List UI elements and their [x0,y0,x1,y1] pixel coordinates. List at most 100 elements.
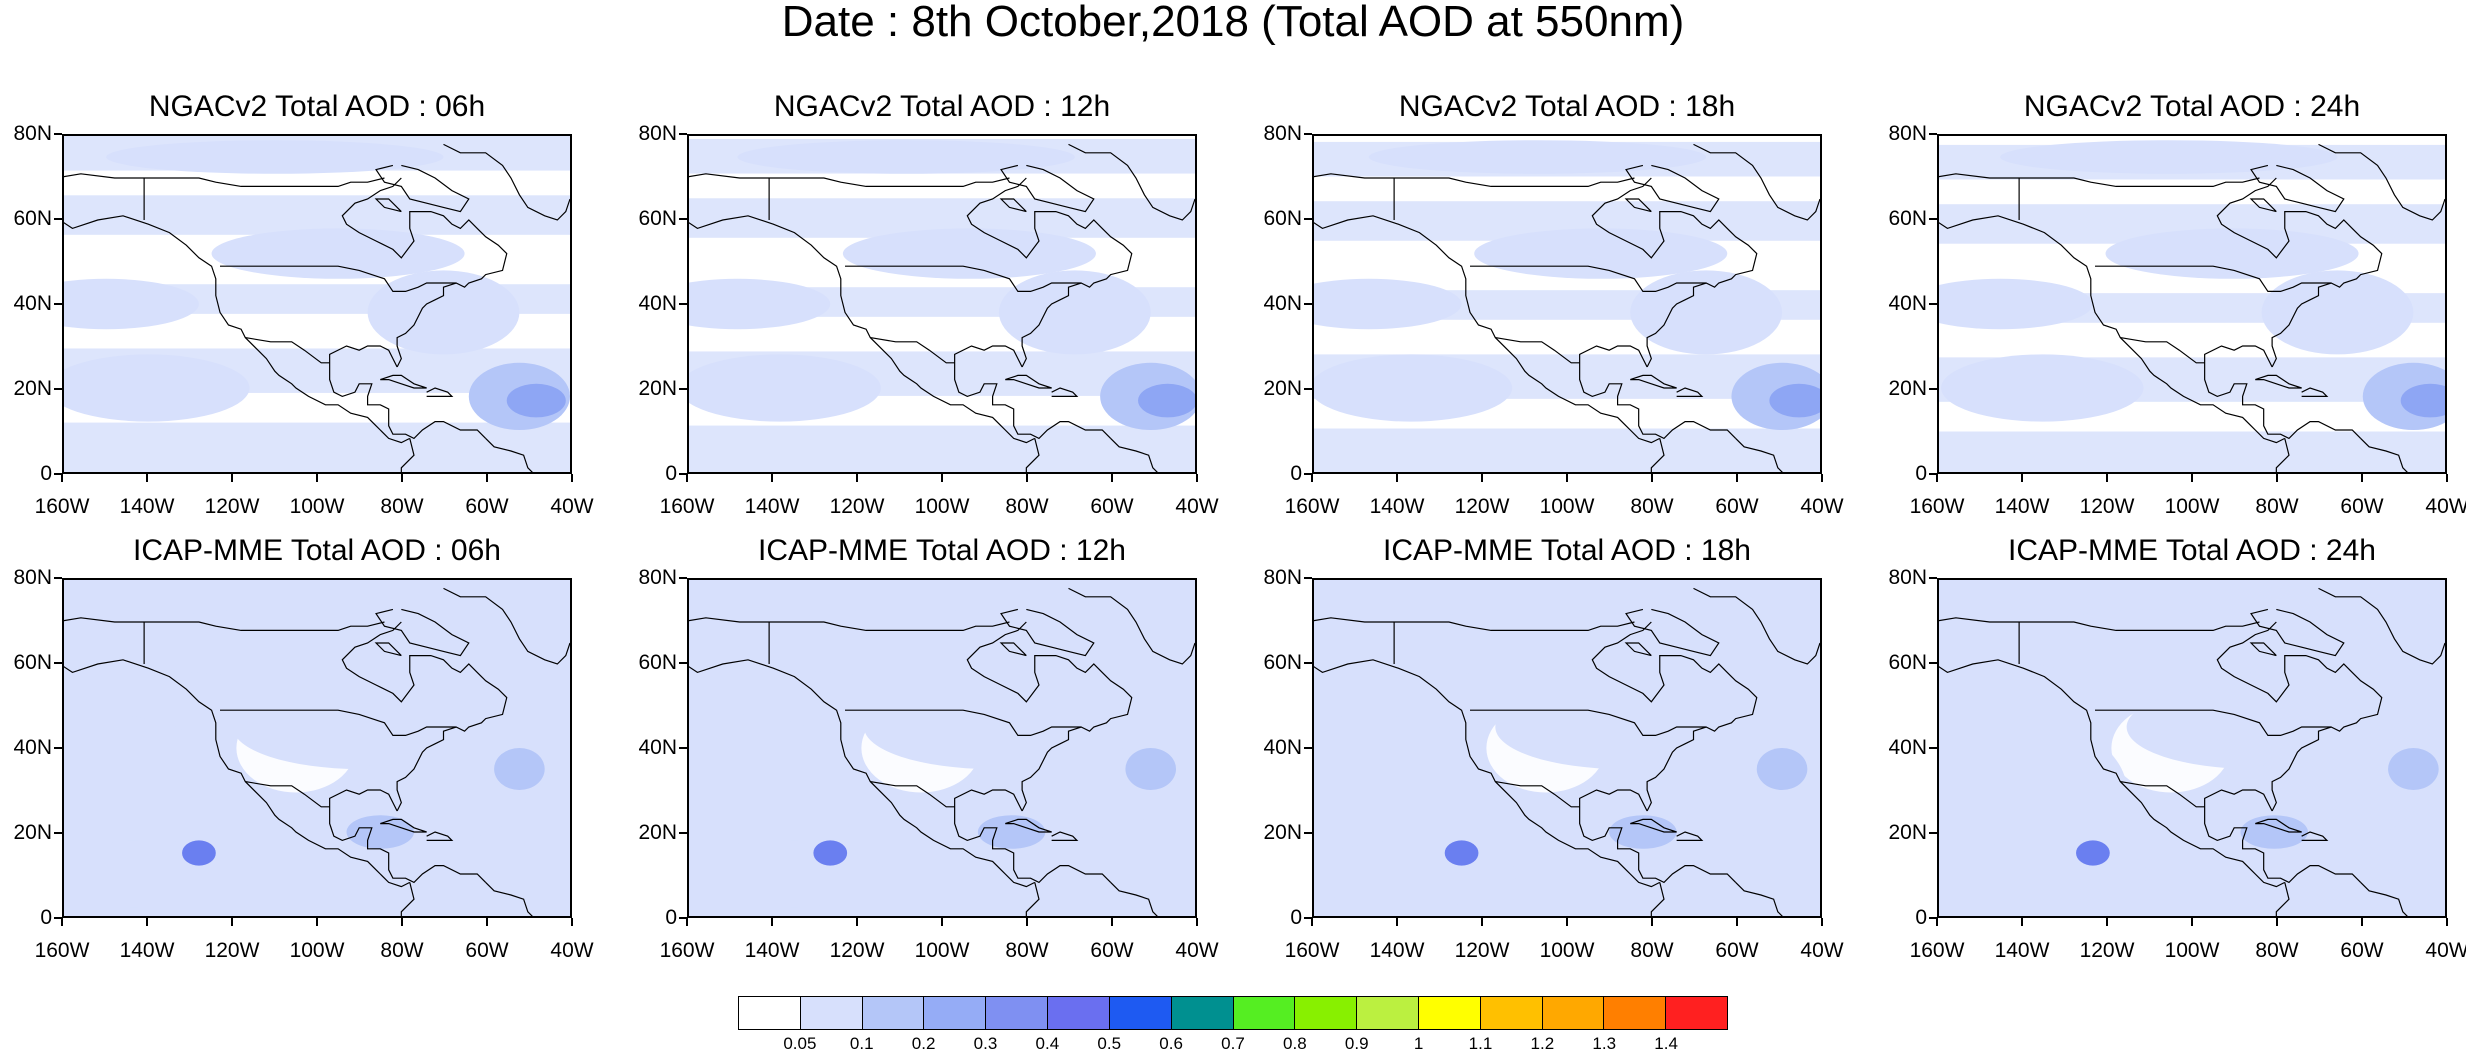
lon-tick-mark [686,918,688,926]
coastline [2249,642,2277,657]
lon-tick-mark [2021,918,2023,926]
lon-tick-label: 80W [1630,939,1674,962]
colorbar-swatch [739,997,801,1029]
lon-tick-label: 60W [465,495,509,518]
aod-plume [64,354,250,422]
colorbar-label: 0.05 [783,1034,817,1053]
coastline [2250,164,2345,213]
lat-tick-mark [54,388,62,390]
lon-tick-label: 40W [1175,495,1219,518]
aod-plume [359,739,528,841]
lat-tick-label: 40N [638,736,677,759]
lat-tick-label: 20N [1263,377,1302,400]
lon-tick-label: 160W [1909,939,1965,962]
lon-tick-label: 80W [1005,939,1049,962]
lat-tick-label: 40N [1263,736,1302,759]
lon-tick-mark [1396,918,1398,926]
colorbar-swatch [862,997,925,1029]
lon-tick-label: 100W [2164,939,2220,962]
colorbar-swatch [1048,997,1110,1029]
colorbar-label: 0.6 [1159,1034,1183,1053]
aod-map [1314,136,1820,472]
lon-tick-label: 80W [1005,495,1049,518]
lon-tick-label: 120W [204,939,260,962]
lon-tick-mark [61,474,63,482]
coastline [2249,198,2277,213]
coastline [64,659,411,888]
coastline [689,659,1036,888]
coastline [1495,781,1580,808]
coastline [1676,831,1704,841]
lat-tick-mark [1304,832,1312,834]
lon-tick-mark [316,474,318,482]
coastline [1735,437,1783,472]
lon-tick-label: 60W [1090,939,1134,962]
lat-tick-mark [54,218,62,220]
aod-plume [106,140,444,174]
lat-tick-mark [1929,662,1937,664]
lon-tick-label: 160W [1284,939,1340,962]
lon-tick-label: 40W [2425,495,2466,518]
lon-tick-label: 40W [1175,939,1219,962]
lon-tick-label: 80W [380,939,424,962]
aod-map [1939,136,2445,472]
panel-title: NGACv2 Total AOD : 24h [2023,90,2361,123]
coastline [1735,881,1783,916]
coastline [375,164,470,213]
coastline [2301,831,2329,841]
lon-tick-mark [146,474,148,482]
coastline [1939,173,2260,187]
coastline [2318,143,2445,221]
colorbar-swatch [1233,997,1296,1029]
coastline [1939,215,2286,444]
aod-plume [689,714,864,866]
lat-tick-label: 0 [1290,906,1302,929]
lat-tick-mark [1929,303,1937,305]
coastline [1314,617,1635,631]
aod-plume [1630,270,1783,355]
coastline [1939,617,2260,631]
panel-title: NGACv2 Total AOD : 18h [1398,90,1736,123]
lon-tick-label: 140W [1369,939,1425,962]
lon-tick-mark [571,474,573,482]
aod-plume [1941,354,2144,422]
colorbar-swatch [1295,997,1358,1029]
lat-tick-label: 0 [1290,462,1302,485]
aod-plume [1621,739,1791,841]
lat-tick-mark [679,832,687,834]
lat-tick-mark [54,917,62,919]
colorbar-swatch [1480,997,1543,1029]
coastline [245,781,330,808]
lon-tick-mark [2361,474,2363,482]
lat-tick-label: 60N [638,207,677,230]
lon-tick-mark [1196,474,1198,482]
figure-title: Date : 8th October,2018 (Total AOD at 55… [781,0,1685,46]
aod-plume [689,278,831,330]
lat-tick-mark [54,303,62,305]
coastline [329,345,487,440]
lon-tick-mark [1196,918,1198,926]
coastline [485,437,533,472]
aod-plume [2076,840,2110,866]
lat-tick-label: 20N [1263,821,1302,844]
lon-tick-mark [1736,918,1738,926]
lon-tick-label: 140W [1369,495,1425,518]
coastline [1025,438,1040,472]
lat-tick-mark [1304,218,1312,220]
lon-tick-mark [2191,918,2193,926]
lon-tick-mark [1481,918,1483,926]
map-panel [62,578,572,918]
aod-plume [1138,383,1195,418]
coastline [1005,374,1052,389]
aod-plume [494,748,545,790]
lat-tick-label: 40N [13,292,52,315]
lon-tick-label: 120W [2079,939,2135,962]
lon-tick-mark [1821,918,1823,926]
lat-tick-label: 20N [13,821,52,844]
colorbar-label: 1 [1413,1034,1424,1053]
map-panel [1937,134,2447,474]
lat-tick-mark [679,662,687,664]
colorbar-swatch [1171,997,1234,1029]
lat-tick-label: 80N [1888,122,1927,145]
lon-tick-label: 60W [1715,939,1759,962]
